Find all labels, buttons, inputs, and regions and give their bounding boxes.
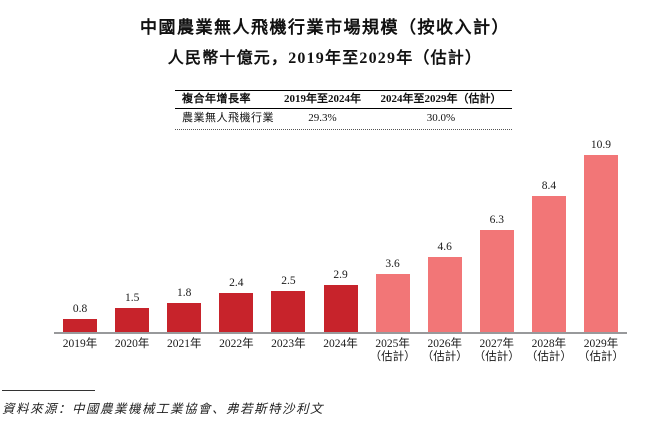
cagr-header-period2: 2024年至2029年（估計） [380,93,502,105]
bar-slot: 1.8 [158,287,210,332]
bar-slot: 2.4 [210,277,262,332]
x-axis-label-year: 2024年 [323,338,358,350]
x-axis-label: 2025年 （估計） [367,338,419,364]
x-axis-label-year: 2020年 [114,338,150,350]
bar-estimate [375,273,410,332]
bar-slot: 3.6 [367,257,419,332]
cagr-row-label: 農業無人飛機行業 [182,112,274,124]
chart-title-block: 中國農業無人飛機行業市場規模（按收入計） 人民幣十億元，2019年至2029年（… [0,16,650,70]
x-axis-label: 2023年 [262,338,314,364]
bar-actual [115,307,150,332]
x-axis-label-year: 2022年 [219,338,254,350]
bar-value-label: 3.6 [385,257,400,270]
bar-value-label: 1.5 [124,291,140,304]
x-axis-label: 2021年 [158,338,210,364]
x-axis-label: 2028年 （估計） [523,338,575,364]
cagr-table-header-row: 複合年增長率 2019年至2024年 2024年至2029年（估計） [175,90,512,109]
x-axis-label: 2026年 （估計） [419,338,471,364]
x-axis-label-year: 2025年 [375,338,410,350]
bar-actual [271,291,306,332]
bar-actual [63,319,98,332]
bar-slot: 1.5 [106,292,158,332]
bar-slot: 0.8 [54,303,106,332]
x-axis-label-year: 2027年 [479,338,515,350]
bar-slot: 4.6 [419,241,471,332]
cagr-value-period2: 30.0% [426,112,456,124]
x-axis-label-estimate-note: （估計） [473,351,520,363]
x-axis-label: 2022年 [210,338,262,364]
x-axis-label-year: 2028年 [531,338,567,350]
bar-estimate [531,195,566,332]
bar-actual [219,293,254,332]
bar-value-label: 0.8 [72,303,88,315]
cagr-header-period1: 2019年至2024年 [284,93,361,105]
cagr-table: 複合年增長率 2019年至2024年 2024年至2029年（估計） 農業無人飛… [175,90,512,130]
x-axis-label-estimate-note: （估計） [525,351,572,363]
bar-slot: 2.9 [314,269,366,332]
bar-value-label: 2.9 [333,268,348,281]
cagr-header-label: 複合年增長率 [182,93,251,105]
x-axis-label-estimate-note: （估計） [421,351,468,363]
x-axis-line [54,332,627,334]
bar-estimate [427,257,462,332]
x-axis-label: 2027年 （估計） [471,338,523,364]
bar-actual [323,284,358,332]
bar-actual [167,302,202,332]
x-axis-label-year: 2019年 [62,338,98,350]
cagr-table-data-row: 農業無人飛機行業 29.3% 30.0% [175,109,512,130]
x-axis-label-estimate-note: （估計） [369,351,416,363]
bar-estimate [583,155,618,332]
bar-slot: 10.9 [575,139,627,332]
chart-subtitle: 人民幣十億元，2019年至2029年（估計） [167,50,483,67]
bar-value-label: 10.9 [590,139,612,151]
bar-value-label: 1.8 [177,286,192,299]
x-axis-label: 2024年 [314,338,366,364]
bar-value-label: 6.3 [489,213,504,226]
x-axis-label-year: 2023年 [271,338,306,350]
bar-value-label: 2.5 [281,275,296,288]
x-axis-label: 2029年 （估計） [575,338,627,364]
chart-title: 中國農業無人飛機行業市場規模（按收入計） [140,18,510,37]
x-axis-label-year: 2021年 [166,338,202,350]
bar-chart: 0.8 1.5 1.8 2.4 2.5 2.9 3.6 4.6 6.3 8.4 10.9 2019年… [54,136,627,364]
bar-slot: 6.3 [471,214,523,332]
plot-area: 0.8 1.5 1.8 2.4 2.5 2.9 3.6 4.6 6.3 8.4 10.9 [54,136,627,332]
source-text: 資料來源：中國農業機械工業協會、弗若斯特沙利文 [2,402,325,416]
bar-value-label: 2.4 [229,277,244,289]
bar-value-label: 4.6 [437,241,452,254]
x-axis-label: 2019年 [54,338,106,364]
x-axis-label: 2020年 [106,338,158,364]
cagr-value-period1: 29.3% [308,112,337,124]
x-axis-label-year: 2026年 [427,338,462,350]
bar-estimate [479,229,514,332]
bar-slot: 8.4 [523,180,575,332]
x-axis-label-estimate-note: （估計） [577,351,624,363]
x-axis-labels: 2019年 2020年 2021年 2022年 2023年 2024年 2025年 （估計） 2… [54,338,627,364]
x-axis-label-year: 2029年 [583,338,619,350]
bar-value-label: 8.4 [541,179,557,192]
source-divider [2,390,95,391]
bar-slot: 2.5 [262,275,314,332]
